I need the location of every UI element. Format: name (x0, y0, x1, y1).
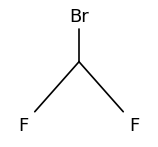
Text: F: F (19, 117, 29, 135)
Text: F: F (129, 117, 139, 135)
Text: Br: Br (69, 9, 89, 26)
